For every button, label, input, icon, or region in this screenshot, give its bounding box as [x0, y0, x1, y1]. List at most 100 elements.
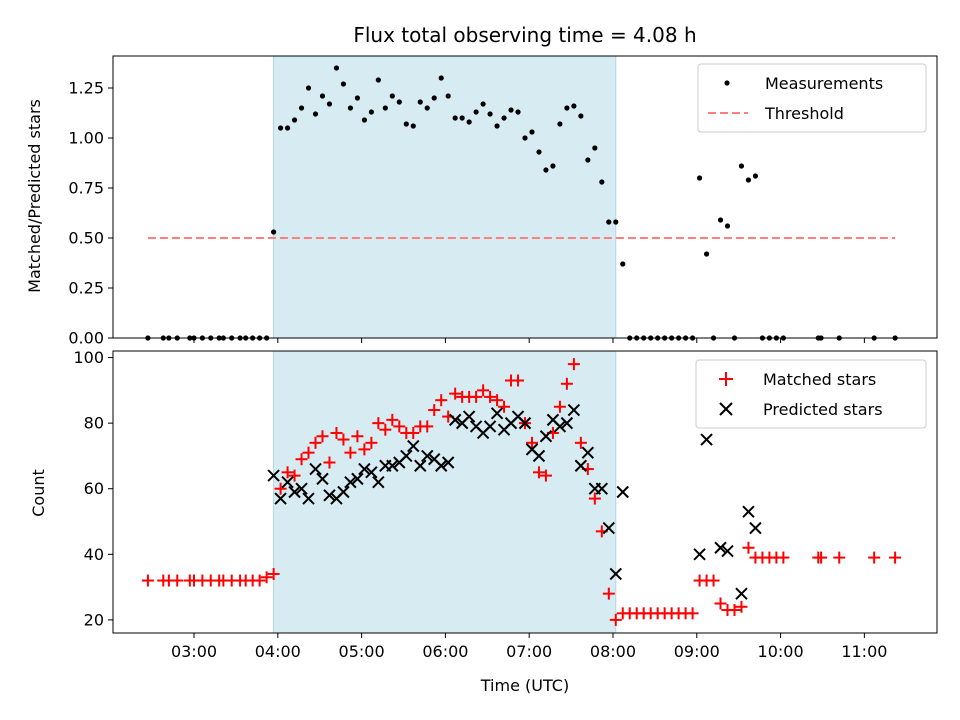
x-tick-label: 10:00	[758, 642, 804, 661]
measurement-point	[613, 219, 619, 225]
x-tick-label: 06:00	[422, 642, 468, 661]
measurement-point	[473, 109, 479, 115]
measurement-point	[284, 125, 291, 131]
measurement-point	[620, 261, 626, 267]
matched-star-point	[393, 420, 406, 433]
measurement-point	[417, 99, 423, 105]
top-shaded-interval	[273, 55, 617, 339]
matched-star-point	[833, 551, 846, 564]
measurement-point	[738, 163, 745, 169]
measurement-point	[424, 105, 430, 111]
matched-star-point	[588, 492, 601, 505]
predicted-star-point	[344, 475, 357, 489]
matched-star-point	[512, 374, 525, 387]
measurement-point	[271, 229, 277, 235]
matched-star-point	[498, 400, 511, 413]
measurement-point	[703, 251, 710, 257]
matched-star-point	[449, 387, 462, 400]
measurement-point	[452, 115, 458, 121]
bottom-y-axis-label: Count	[29, 469, 48, 517]
measurement-point	[480, 101, 486, 107]
matched-star-point	[365, 436, 378, 449]
predicted-star-point	[539, 430, 553, 443]
matched-star-point	[302, 446, 315, 459]
measurement-point	[361, 117, 367, 123]
legend-label-predicted: Predicted stars	[763, 400, 883, 419]
predicted-star-point	[553, 420, 567, 433]
matched-star-point	[525, 436, 538, 449]
predicted-star-point	[560, 416, 574, 430]
matched-star-point	[260, 571, 273, 584]
matched-star-point	[539, 469, 552, 482]
measurement-point	[466, 119, 472, 125]
bottom-y-tick-label: 20	[84, 610, 104, 629]
matched-star-point	[609, 613, 622, 626]
measurement-point	[445, 93, 451, 99]
matched-star-point	[567, 358, 580, 371]
predicted-star-point	[532, 449, 546, 463]
measurement-point	[410, 123, 416, 129]
top-y-tick-label: 1.00	[68, 129, 104, 148]
predicted-star-point	[700, 433, 713, 446]
matched-star-point	[707, 574, 720, 587]
matched-star-point	[889, 551, 902, 564]
predicted-star-point	[365, 466, 378, 479]
matched-star-point	[435, 394, 448, 407]
predicted-star-point	[358, 462, 371, 476]
top-plot-frame	[112, 55, 938, 339]
top-y-tick-label: 1.25	[68, 79, 104, 98]
measurement-point	[599, 179, 605, 185]
predicted-star-point	[490, 407, 504, 420]
predicted-star-point	[448, 413, 462, 427]
predicted-star-point	[749, 521, 762, 535]
top-y-tick-label: 0.75	[68, 179, 104, 198]
measurement-point	[403, 121, 409, 127]
predicted-star-point	[337, 485, 350, 499]
predicted-star-point	[267, 469, 280, 482]
predicted-star-point	[421, 449, 434, 463]
matched-star-point	[477, 384, 490, 397]
matched-star-point	[407, 426, 420, 439]
predicted-star-point	[693, 548, 706, 561]
predicted-star-point	[281, 475, 294, 489]
predicted-star-point	[316, 472, 329, 486]
measurement-point	[578, 113, 584, 119]
measurement-point	[536, 149, 542, 155]
predicted-star-point	[302, 492, 315, 505]
measurement-point	[724, 223, 731, 229]
measurement-point	[522, 135, 528, 141]
matched-star-point	[316, 430, 329, 443]
matched-star-point	[553, 400, 566, 413]
top-y-axis-label: Matched/Predicted stars	[25, 99, 44, 293]
predicted-star-point	[742, 505, 755, 518]
matched-star-point	[574, 436, 587, 449]
matched-star-point	[815, 551, 828, 564]
x-tick-label: 05:00	[339, 642, 385, 661]
matched-star-point	[288, 469, 301, 482]
measurement-point	[592, 145, 598, 151]
predicted-star-point	[483, 420, 497, 433]
matched-star-point	[372, 417, 385, 430]
matched-star-point	[777, 551, 790, 564]
matched-star-point	[253, 574, 266, 587]
matched-star-point	[358, 443, 371, 456]
predicted-star-point	[567, 403, 581, 417]
predicted-star-point	[616, 485, 629, 499]
x-axis-label: Time (UTC)	[480, 676, 569, 695]
matched-star-point	[868, 551, 881, 564]
measurement-point	[696, 175, 703, 181]
measurement-point	[340, 81, 347, 87]
predicted-star-point	[407, 439, 420, 453]
matched-star-point	[379, 423, 392, 436]
measurement-point	[550, 163, 556, 169]
measurement-point	[305, 85, 312, 91]
predicted-star-point	[400, 449, 413, 463]
bottom-y-tick-label: 60	[84, 479, 104, 498]
legend-marker-matched	[719, 372, 733, 386]
matched-star-point	[171, 574, 184, 587]
predicted-star-point	[295, 482, 308, 495]
measurement-point	[543, 167, 549, 173]
x-tick-label: 09:00	[674, 642, 720, 661]
bottom-y-ticks: 20 40 60 80 100	[73, 348, 113, 629]
predicted-star-point	[386, 459, 399, 472]
